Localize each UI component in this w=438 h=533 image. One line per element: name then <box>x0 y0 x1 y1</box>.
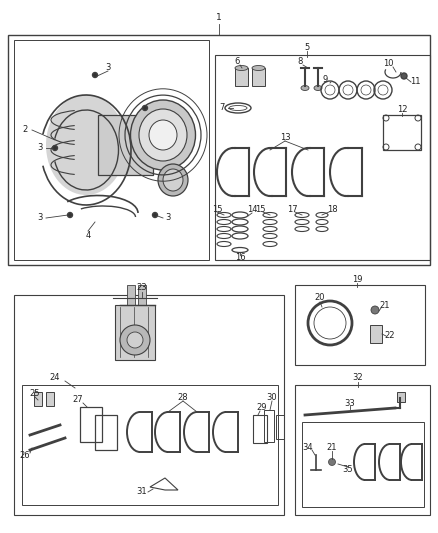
Text: 1: 1 <box>216 13 222 22</box>
Bar <box>98 115 153 175</box>
Circle shape <box>328 458 336 465</box>
Bar <box>370 325 382 343</box>
Text: 24: 24 <box>50 374 60 383</box>
Text: 35: 35 <box>343 465 353 474</box>
Text: 33: 33 <box>345 399 355 408</box>
Ellipse shape <box>46 95 126 195</box>
Bar <box>46 392 54 406</box>
Bar <box>264 410 274 442</box>
Text: 20: 20 <box>315 294 325 303</box>
Text: 17: 17 <box>287 205 297 214</box>
Text: 34: 34 <box>303 442 313 451</box>
Ellipse shape <box>163 169 183 191</box>
Text: 15: 15 <box>255 205 265 214</box>
Circle shape <box>127 332 143 348</box>
Text: 16: 16 <box>235 254 245 262</box>
Text: 31: 31 <box>137 488 147 497</box>
Ellipse shape <box>314 85 322 91</box>
Ellipse shape <box>158 164 188 196</box>
Text: 21: 21 <box>327 443 337 453</box>
Bar <box>295 385 430 515</box>
Bar <box>80 407 102 442</box>
Text: 32: 32 <box>353 374 363 383</box>
Text: 9: 9 <box>322 76 328 85</box>
Circle shape <box>53 146 57 150</box>
Text: 19: 19 <box>352 274 362 284</box>
Text: 27: 27 <box>73 395 83 405</box>
Text: 13: 13 <box>280 133 290 141</box>
Bar <box>8 35 430 265</box>
Text: 11: 11 <box>410 77 420 86</box>
Text: 3: 3 <box>37 214 42 222</box>
Circle shape <box>67 213 73 217</box>
Text: 29: 29 <box>257 403 267 413</box>
Circle shape <box>142 106 148 110</box>
Circle shape <box>120 325 150 355</box>
Bar <box>252 68 265 86</box>
Text: 4: 4 <box>85 230 91 239</box>
Bar <box>138 285 146 305</box>
Text: 21: 21 <box>380 301 390 310</box>
Bar <box>34 392 42 406</box>
Text: 7: 7 <box>219 103 225 112</box>
Circle shape <box>371 306 379 314</box>
Text: 30: 30 <box>267 393 277 402</box>
Text: 3: 3 <box>165 214 171 222</box>
Text: 23: 23 <box>137 284 147 293</box>
Text: 26: 26 <box>20 450 30 459</box>
Bar <box>215 55 430 260</box>
Text: 14: 14 <box>247 206 257 214</box>
Ellipse shape <box>252 66 265 70</box>
Bar <box>276 415 284 439</box>
Bar <box>14 40 209 260</box>
Bar <box>14 295 284 515</box>
Text: 25: 25 <box>30 390 40 399</box>
Circle shape <box>152 213 158 217</box>
Text: 8: 8 <box>297 58 303 67</box>
Circle shape <box>92 72 98 77</box>
Text: 28: 28 <box>178 393 188 402</box>
Bar <box>295 285 425 365</box>
Bar <box>397 392 405 402</box>
Text: 10: 10 <box>383 59 393 68</box>
Text: 3: 3 <box>105 62 111 71</box>
Bar <box>95 415 117 450</box>
Ellipse shape <box>149 120 177 150</box>
Text: 2: 2 <box>22 125 28 134</box>
Text: 5: 5 <box>304 43 310 52</box>
Bar <box>383 115 421 150</box>
Text: 22: 22 <box>385 332 395 341</box>
Text: 6: 6 <box>234 58 240 67</box>
Bar <box>115 305 155 360</box>
Text: 15: 15 <box>212 205 222 214</box>
Ellipse shape <box>139 109 187 161</box>
Text: 18: 18 <box>327 205 337 214</box>
Bar <box>253 415 267 443</box>
Ellipse shape <box>131 100 195 170</box>
Bar <box>127 285 135 305</box>
Bar <box>235 68 248 86</box>
Ellipse shape <box>235 66 248 70</box>
Bar <box>22 385 278 505</box>
Circle shape <box>401 73 407 79</box>
Bar <box>302 422 424 507</box>
Text: 3: 3 <box>37 143 42 152</box>
Ellipse shape <box>301 85 309 91</box>
Text: 12: 12 <box>397 106 407 115</box>
